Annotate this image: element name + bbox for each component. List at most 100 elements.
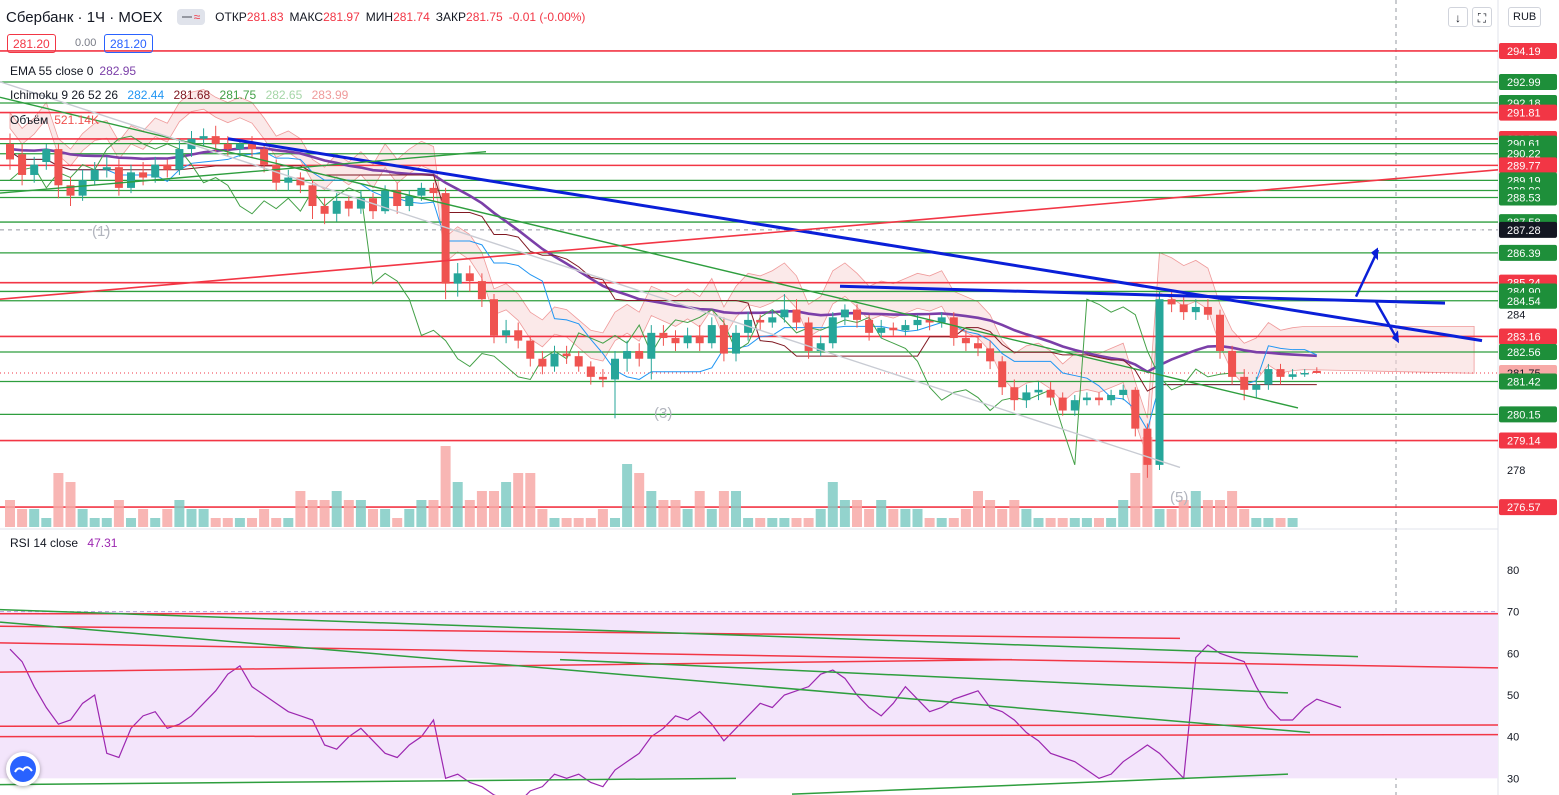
volume-bar: [537, 509, 548, 527]
price-axis: 294.19292.99292.18291.81290.79290.61290.…: [1480, 42, 1557, 516]
currency-button[interactable]: RUB: [1508, 7, 1542, 27]
candle-body: [586, 366, 595, 377]
wave-icon: ≈: [193, 10, 201, 24]
volume-bar: [803, 518, 814, 527]
price-tick-label: 289.77: [1507, 160, 1541, 172]
candle-body: [671, 338, 680, 344]
price-tick-label: 280.15: [1507, 409, 1541, 421]
candle-body: [538, 358, 547, 367]
volume-bar: [888, 509, 899, 527]
rsi-legend[interactable]: RSI 14 close 47.31: [10, 536, 117, 550]
volume-bar: [489, 491, 499, 527]
red-rising-trendline: [0, 168, 1499, 301]
candle-body: [719, 325, 728, 354]
green-falling-trendline: [0, 96, 1299, 409]
fullscreen-icon[interactable]: ⛶: [1472, 7, 1492, 27]
rsi-label: RSI 14 close: [10, 536, 79, 550]
candle-body: [1312, 370, 1321, 373]
candle-body: [235, 143, 244, 150]
candle-body: [151, 164, 160, 178]
candle-body: [1022, 392, 1031, 401]
volume-bar: [585, 518, 596, 527]
volume-legend[interactable]: Объём 521.14K: [10, 113, 105, 127]
candle-body: [707, 325, 716, 344]
tradingview-logo-icon[interactable]: [6, 752, 40, 786]
candle-body: [1288, 374, 1297, 377]
candle-body: [1167, 299, 1176, 305]
price-label-bg: [1499, 104, 1557, 121]
volume-bar: [162, 509, 173, 527]
candle-body: [840, 309, 849, 318]
rsi-red-line-6: [0, 733, 1499, 738]
rsi-tick-label: 50: [1507, 690, 1519, 702]
ema-value: 282.95: [99, 64, 137, 78]
candle-body: [635, 350, 644, 359]
price-label-bg: [1499, 292, 1557, 309]
candle-body: [1010, 387, 1019, 401]
rsi-tick-label: 40: [1507, 732, 1519, 744]
price-tick-label: 279.14: [1507, 436, 1541, 448]
price-label-bg: [1499, 406, 1557, 423]
candle-body: [562, 353, 571, 357]
volume-bar: [368, 509, 378, 527]
base-line: [9, 151, 1317, 392]
ichimoku-legend[interactable]: Ichimoku 9 26 52 26 282.44 281.68 281.75…: [10, 88, 354, 102]
price-tick-label: 281.42: [1507, 377, 1541, 389]
ema-legend[interactable]: EMA 55 close 0 282.95: [10, 64, 142, 78]
candle-body: [175, 149, 184, 170]
candle-body: [574, 356, 583, 367]
volume-bar: [392, 518, 403, 527]
candle-body: [768, 317, 777, 323]
price-tick-label: 292.99: [1507, 77, 1541, 89]
volume-label: Объём: [10, 113, 49, 127]
symbol-title[interactable]: Сбербанк · 1Ч · MOEX: [6, 8, 163, 26]
volume-bar: [1081, 518, 1092, 527]
trend-lines: [0, 81, 1499, 469]
volume-bar: [864, 509, 875, 527]
volume-bar: [1239, 509, 1250, 527]
price-tick-label: 284.54: [1507, 296, 1541, 308]
chart-header: Сбербанк · 1Ч · MOEX ≈ ОТКР281.83 МАКС28…: [6, 4, 591, 30]
candle-body: [127, 172, 135, 188]
volume-bar: [186, 509, 197, 527]
candle-body: [453, 273, 462, 284]
volume-bar: [77, 509, 88, 527]
volume-bar: [791, 518, 802, 527]
volume-bar: [126, 518, 136, 527]
rsi-green-line-5: [791, 773, 1289, 795]
volume-bar: [610, 518, 620, 527]
volume-bar: [1263, 518, 1274, 527]
sell-price-box[interactable]: 281.20: [7, 34, 56, 53]
volume-bar: [210, 518, 221, 527]
price-tick-label: 286.39: [1507, 248, 1541, 260]
ohlc-high: МАКС281.97: [289, 10, 360, 24]
candle-body: [683, 335, 692, 344]
cloud-icon: [10, 756, 36, 782]
price-label-bg: [1499, 157, 1557, 174]
volume-bar: [138, 509, 149, 527]
volume-bar: [561, 518, 572, 527]
price-tick-label: 284: [1507, 310, 1525, 322]
candle-body: [1300, 372, 1309, 375]
candle-body: [284, 177, 293, 183]
candle-body: [417, 187, 426, 196]
volume-bar: [936, 518, 947, 527]
volume-bar: [960, 509, 971, 527]
price-label-bg: [1499, 42, 1557, 59]
volume-bar: [476, 491, 487, 527]
candle-body: [344, 200, 353, 209]
price-tick-label: 287.28: [1507, 225, 1541, 237]
rsi-tick-label: 80: [1507, 565, 1519, 577]
chart-type-toggle[interactable]: ≈: [176, 9, 206, 25]
candle-body: [901, 325, 910, 331]
rsi-green-line-1: [0, 608, 1359, 658]
volume-bar: [65, 482, 76, 527]
green-rising-trendline: [0, 150, 487, 194]
rsi-red-line-3: [0, 642, 1499, 669]
rsi-tick-label: 70: [1507, 607, 1519, 619]
arrow-down-icon[interactable]: ↓: [1448, 7, 1468, 27]
price-label-bg: [1499, 432, 1557, 449]
buy-price-box[interactable]: 281.20: [104, 34, 153, 53]
candle-body: [1095, 397, 1103, 401]
